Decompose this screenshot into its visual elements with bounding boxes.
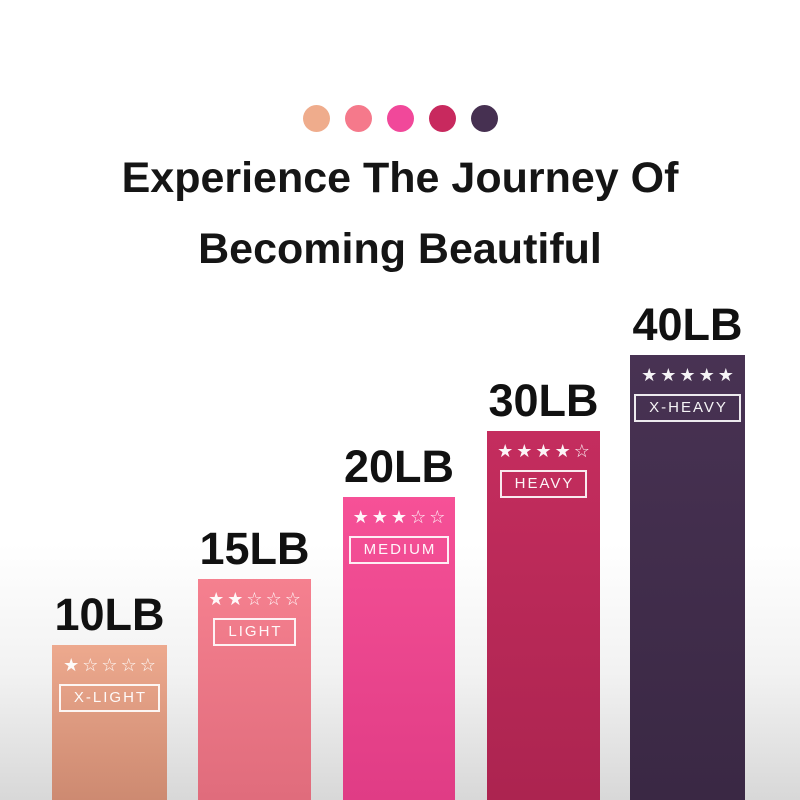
bar-40lb: 40LB ★★★★★ X-HEAVY <box>630 302 745 800</box>
bar-10lb: 10LB ★☆☆☆☆ X-LIGHT <box>52 592 167 800</box>
star-rating-icons: ★★☆☆☆ <box>208 589 304 610</box>
palette-dot-medium <box>386 105 414 132</box>
bar-weight-label: 30LB <box>488 375 599 426</box>
palette-dots-row <box>0 105 800 132</box>
title-line-1: Experience The Journey Of <box>121 154 679 202</box>
level-badge-wrap: MEDIUM <box>343 536 455 564</box>
bar-weight-label: 40LB <box>632 299 743 350</box>
bar-20lb: 20LB ★★★☆☆ MEDIUM <box>343 444 455 800</box>
title-line-2: Becoming Beautiful <box>198 225 602 273</box>
bar-weight-label: 15LB <box>199 523 310 574</box>
level-badge-wrap: X-LIGHT <box>52 684 167 712</box>
bar-weight-label: 10LB <box>54 589 165 640</box>
star-rating-icons: ★★★★☆ <box>497 441 593 462</box>
star-rating-icons: ★★★☆☆ <box>352 507 449 528</box>
level-badge: MEDIUM <box>348 536 450 564</box>
level-badge-wrap: X-HEAVY <box>630 394 745 422</box>
bar-30lb: 30LB ★★★★☆ HEAVY <box>487 378 600 800</box>
page-title: Experience The Journey Of Becoming Beaut… <box>0 143 800 285</box>
palette-dot-x-heavy <box>470 105 498 132</box>
bar-15lb: 15LB ★★☆☆☆ LIGHT <box>198 526 311 800</box>
level-badge-wrap: LIGHT <box>198 618 311 646</box>
star-rating-icons: ★★★★★ <box>641 365 737 386</box>
palette-dot-heavy <box>428 105 456 132</box>
palette-dot-x-light <box>302 105 330 132</box>
level-badge: LIGHT <box>213 618 296 646</box>
palette-dot-light <box>344 105 372 132</box>
level-badge: HEAVY <box>499 470 588 498</box>
bar-weight-label: 20LB <box>343 441 455 492</box>
level-badge-wrap: HEAVY <box>487 470 600 498</box>
level-badge: X-HEAVY <box>634 394 741 422</box>
level-badge: X-LIGHT <box>58 684 161 712</box>
star-rating-icons: ★☆☆☆☆ <box>63 655 159 676</box>
